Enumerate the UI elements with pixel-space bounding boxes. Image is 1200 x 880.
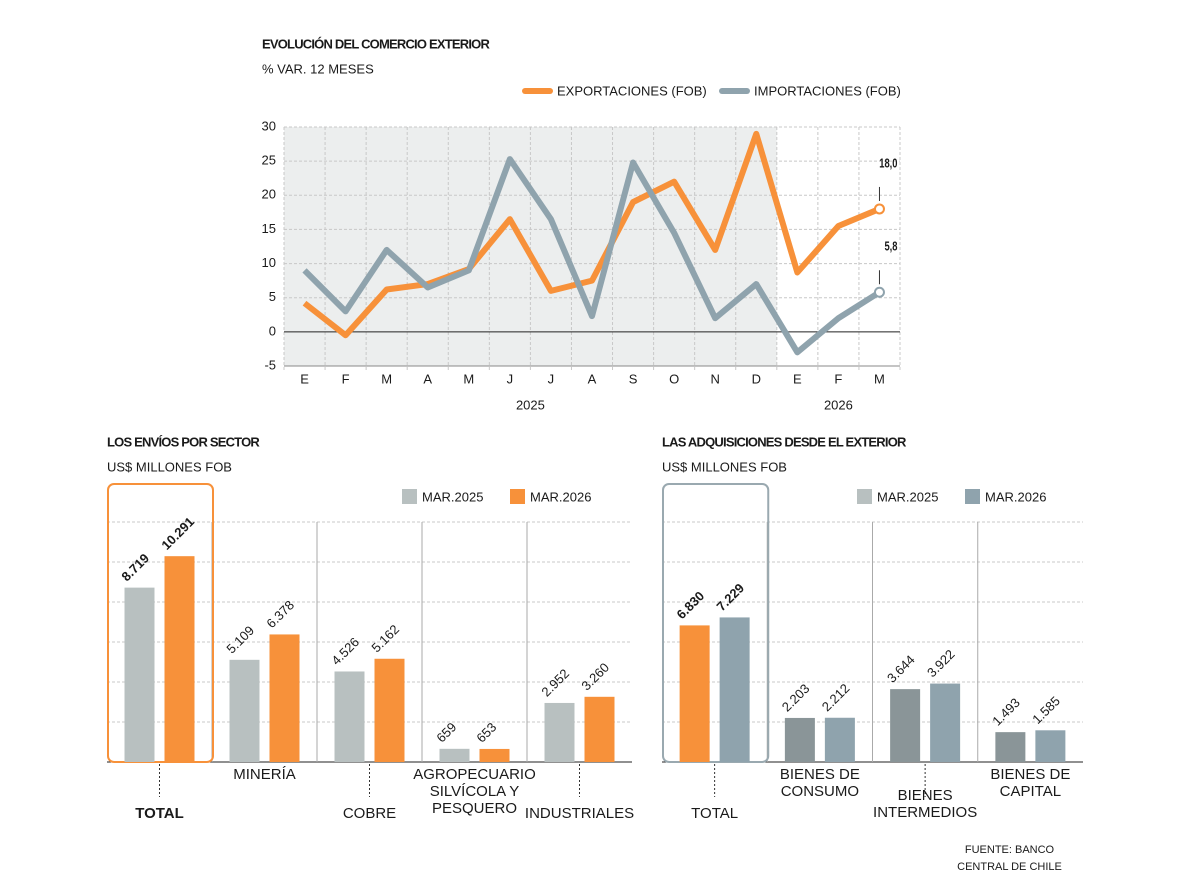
chart-subtitle: % VAR. 12 MESES xyxy=(262,61,374,76)
y-tick-label: 10 xyxy=(262,255,276,270)
x-tick-label: A xyxy=(588,371,597,386)
x-tick-label: D xyxy=(752,371,761,386)
x-tick-label: E xyxy=(793,371,802,386)
x-tick-label: N xyxy=(711,371,720,386)
chart-subtitle: US$ MILLONES FOB xyxy=(662,459,787,474)
value-label: 653 xyxy=(473,720,499,746)
x-tick-label: BIENES DE CAPITAL xyxy=(990,766,1071,800)
bar xyxy=(995,732,1026,762)
bar xyxy=(164,556,195,762)
bar xyxy=(479,748,510,762)
bar xyxy=(374,658,405,762)
x-tick-label: A xyxy=(423,371,432,386)
legend-swatch xyxy=(510,489,525,504)
legend-label: MAR.2025 xyxy=(877,489,938,504)
highlight-box xyxy=(107,483,214,763)
x-tick-label: COBRE xyxy=(342,805,397,822)
bar xyxy=(584,696,615,762)
x-tick-label: INDUSTRIALES xyxy=(524,805,635,822)
year-label: 2025 xyxy=(516,397,545,412)
value-label: 659 xyxy=(433,719,459,745)
value-label: 4.526 xyxy=(328,634,362,668)
point xyxy=(873,203,885,215)
x-tick-label: F xyxy=(342,371,350,386)
value-label: 3.922 xyxy=(924,646,958,680)
year-label: 2026 xyxy=(824,397,853,412)
bar xyxy=(679,625,710,762)
value-label: 5,8 xyxy=(884,240,897,254)
bar xyxy=(890,689,921,762)
x-tick-label: J xyxy=(548,371,555,386)
bar xyxy=(824,717,855,762)
legend-swatch xyxy=(402,489,417,504)
x-tick-label: BIENES INTERMEDIOS xyxy=(873,787,978,821)
x-tick-label: TOTAL xyxy=(691,805,739,822)
y-tick-label: 25 xyxy=(262,153,276,168)
x-tick-label: BIENES DE CONSUMO xyxy=(779,766,860,800)
value-label: 6.830 xyxy=(674,588,708,622)
point xyxy=(873,286,885,298)
y-tick-label: 20 xyxy=(262,187,276,202)
x-tick-label: F xyxy=(834,371,842,386)
bar xyxy=(1035,730,1066,762)
legend-swatch xyxy=(857,489,872,504)
value-label: 3.644 xyxy=(884,652,918,686)
x-tick-label: S xyxy=(629,371,638,386)
y-tick-label: 0 xyxy=(269,323,276,338)
bar xyxy=(229,659,260,762)
period-background xyxy=(776,127,900,366)
bar xyxy=(719,617,750,762)
value-label: 2.212 xyxy=(819,681,853,715)
legend-label: IMPORTACIONES (FOB) xyxy=(754,83,901,98)
value-label: 5.162 xyxy=(368,622,402,656)
y-tick-label: 15 xyxy=(262,221,276,236)
bar xyxy=(544,702,575,762)
footer: FUENTE: BANCO CENTRAL DE CHILE xyxy=(957,844,1062,873)
legend-label: EXPORTACIONES (FOB) xyxy=(557,83,707,98)
x-tick-label: E xyxy=(300,371,309,386)
chart-title: EVOLUCIÓN DEL COMERCIO EXTERIOR xyxy=(262,36,490,51)
y-tick-label: 30 xyxy=(262,118,276,133)
y-tick-label: -5 xyxy=(264,357,276,372)
chart-title: LAS ADQUISICIONES DESDE EL EXTERIOR xyxy=(662,434,907,449)
x-tick-label: M xyxy=(874,371,885,386)
period-background xyxy=(284,127,777,366)
bar xyxy=(784,717,815,762)
bar xyxy=(334,671,365,762)
series-line xyxy=(302,156,882,356)
x-tick-label: TOTAL xyxy=(135,805,184,822)
value-label: 5.109 xyxy=(223,623,257,657)
legend-label: MAR.2026 xyxy=(530,489,591,504)
x-tick-label: M xyxy=(381,371,392,386)
value-label: 7.229 xyxy=(714,580,748,614)
x-tick-label: AGROPECUARIO SILVÍCOLA Y PESQUERO xyxy=(413,766,536,817)
value-label: 3.260 xyxy=(578,660,612,694)
value-label: 1.493 xyxy=(989,695,1023,729)
bar xyxy=(269,634,300,762)
x-tick-label: O xyxy=(669,371,679,386)
value-label: 2.952 xyxy=(538,666,572,700)
value-label: 18,0 xyxy=(879,157,897,171)
x-tick-label: M xyxy=(463,371,474,386)
legend-label: MAR.2025 xyxy=(422,489,483,504)
x-tick-label: J xyxy=(507,371,514,386)
value-label: 8.719 xyxy=(118,551,152,585)
bar xyxy=(124,587,155,762)
legend-label: MAR.2026 xyxy=(985,489,1046,504)
highlight-box xyxy=(662,483,770,763)
legend-swatch xyxy=(965,489,980,504)
series-line xyxy=(302,130,881,339)
x-tick-label: MINERÍA xyxy=(233,766,296,783)
bar xyxy=(439,748,470,762)
bar xyxy=(930,683,961,762)
value-label: 10.291 xyxy=(158,514,197,553)
chart-subtitle: US$ MILLONES FOB xyxy=(107,459,232,474)
chart-title: LOS ENVÍOS POR SECTOR xyxy=(107,434,260,449)
value-label: 2.203 xyxy=(779,681,813,715)
y-tick-label: 5 xyxy=(269,289,276,304)
